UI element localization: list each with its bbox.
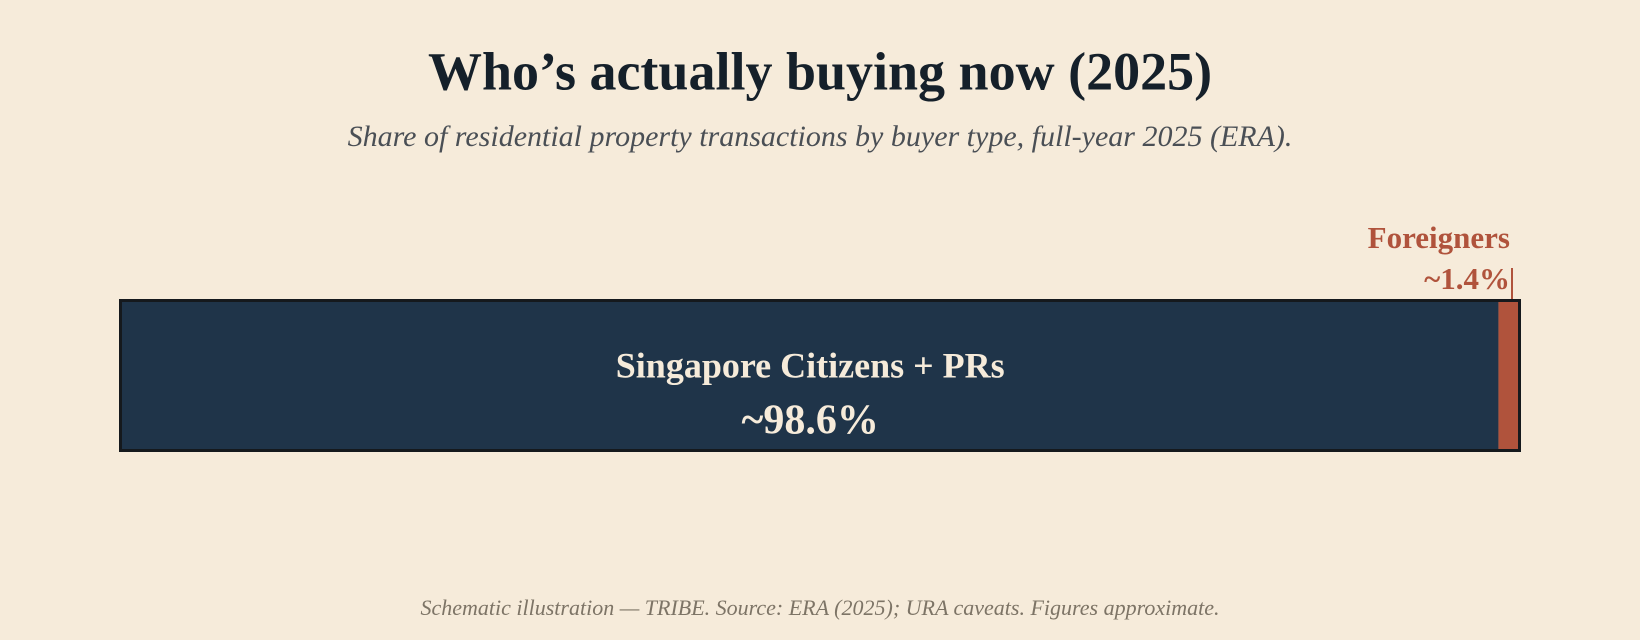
bar-segment — [1498, 302, 1518, 449]
value-label: ~98.6% — [742, 398, 879, 444]
chart-subtitle: Share of residential property transactio… — [348, 120, 1293, 153]
value-label: ~1.4% — [1424, 261, 1510, 296]
bar-outline — [119, 299, 1521, 452]
footnote: Schematic illustration — TRIBE. Source: … — [421, 595, 1220, 620]
segment-label: Singapore Citizens + PRs — [616, 345, 1005, 385]
chart-title: Who’s actually buying now (2025) — [428, 41, 1212, 101]
bar-segment — [122, 302, 1499, 449]
segment-label: Foreigners — [1368, 220, 1510, 255]
